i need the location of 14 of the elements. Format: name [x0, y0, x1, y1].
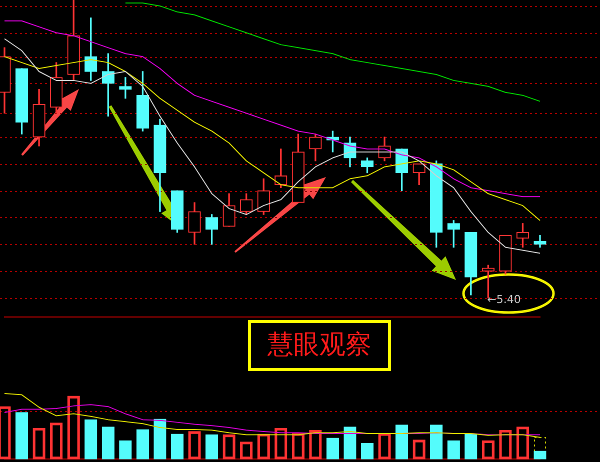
text: 慧眼观察: [248, 320, 391, 371]
bar: [464, 434, 478, 460]
bar: [15, 412, 28, 460]
bar: [344, 426, 356, 460]
bar: [205, 434, 218, 460]
bar: [136, 429, 150, 460]
bar: [430, 424, 443, 460]
bar: [326, 438, 340, 460]
bar: [395, 424, 408, 460]
bar: [154, 418, 166, 460]
bar: [170, 434, 184, 460]
bar: [84, 419, 98, 460]
annotation: ←5.40: [487, 292, 521, 306]
bar: [102, 426, 114, 460]
